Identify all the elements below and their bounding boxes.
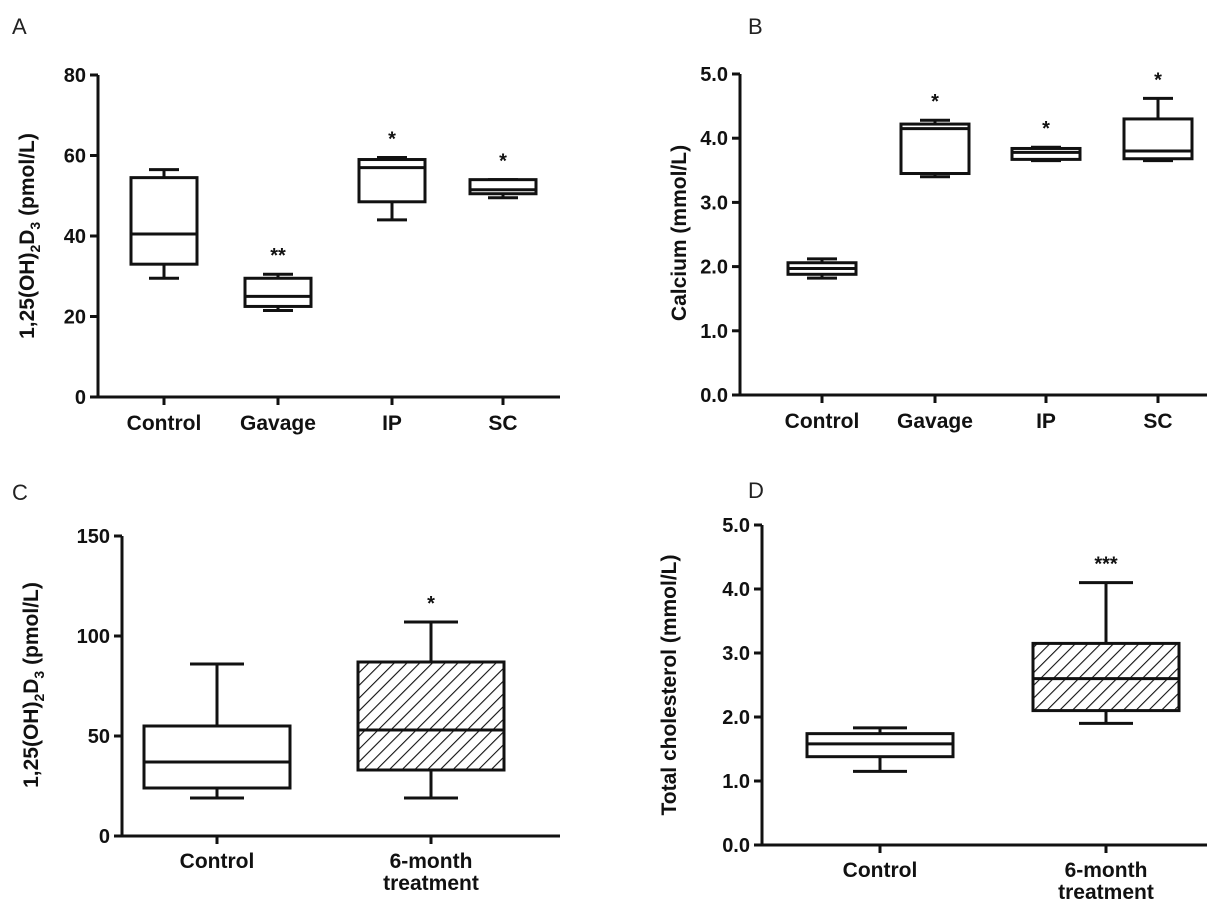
box-sc: *: [468, 151, 538, 200]
x-tick-label: IP: [382, 412, 402, 435]
panel-letter: A: [12, 14, 27, 39]
x-tick-label: Control: [843, 859, 918, 882]
significance-marker: *: [388, 129, 396, 151]
y-tick-label: 0.0: [700, 385, 728, 407]
x-tick-label: SC: [488, 412, 517, 435]
y-tick-label: 5.0: [722, 515, 750, 537]
y-axis-label: Calcium (mmol/L): [668, 145, 691, 321]
y-tick-label: 2.0: [722, 707, 750, 729]
panel-letter: B: [748, 14, 763, 39]
significance-marker: *: [1154, 69, 1162, 91]
y-tick-label: 150: [77, 526, 110, 548]
significance-marker: *: [931, 91, 939, 113]
box-ip: *: [1010, 118, 1082, 163]
x-tick-label: IP: [1036, 410, 1056, 433]
x-tick-label: 6-month treatment: [383, 850, 479, 895]
y-tick-label: 1.0: [700, 321, 728, 343]
y-tick-label: 50: [88, 726, 110, 748]
box-iqr: [1122, 117, 1194, 161]
box-iqr: [142, 724, 292, 790]
y-tick-label: 0: [75, 387, 86, 409]
panel-letter: C: [12, 480, 28, 505]
box-ip: *: [357, 129, 427, 222]
x-tick-label: Gavage: [897, 410, 973, 433]
y-tick-label: 4.0: [722, 579, 750, 601]
x-tick-label: Control: [785, 410, 860, 433]
y-tick-label: 5.0: [700, 64, 728, 86]
y-tick-label: 20: [64, 307, 86, 329]
box-control: [129, 168, 199, 280]
box-control: [786, 257, 858, 280]
chart-panel-c: C 0 50 100 150 Control 6-month treatment 1,25(OH…: [12, 480, 560, 895]
y-axis-label: 1,25(OH)2D3 (pmol/L): [16, 133, 43, 339]
y-tick-label: 60: [64, 146, 86, 168]
box-sc: *: [1122, 69, 1194, 163]
significance-marker: *: [499, 151, 507, 173]
box-iqr: [129, 176, 199, 266]
x-tick-label: Gavage: [240, 412, 316, 435]
y-tick-label: 0: [99, 826, 110, 848]
y-tick-label: 3.0: [722, 643, 750, 665]
box-iqr: [243, 276, 313, 308]
chart-panel-a: A 0 20 40 60 80 Control Gavage IP SC 1,25(OH)2D3 (…: [12, 14, 560, 435]
box-iqr: [1031, 641, 1181, 713]
box-6-month-treatment: ***: [1031, 554, 1181, 725]
significance-marker: *: [427, 593, 435, 615]
x-tick-label: Control: [180, 850, 255, 873]
y-tick-label: 100: [77, 626, 110, 648]
panel-letter: D: [748, 478, 764, 503]
y-tick-label: 1.0: [722, 771, 750, 793]
y-tick-label: 2.0: [700, 257, 728, 279]
box-iqr: [899, 122, 971, 176]
x-tick-label: Control: [127, 412, 202, 435]
box-iqr: [1010, 146, 1082, 161]
box-control: [805, 726, 955, 773]
chart-panel-b: B 0.0 1.0 2.0 3.0 4.0 5.0 Control Gavage IP SC Calc…: [668, 14, 1207, 433]
y-axis-label: 1,25(OH)2D3 (pmol/L): [20, 582, 47, 788]
box-control: [142, 662, 292, 800]
box-6-month-treatment: *: [356, 593, 506, 800]
box-iqr: [357, 158, 427, 204]
y-tick-label: 4.0: [700, 128, 728, 150]
y-tick-label: 40: [64, 226, 86, 248]
y-tick-label: 0.0: [722, 835, 750, 857]
y-tick-label: 80: [64, 65, 86, 87]
box-gavage: *: [899, 91, 971, 179]
significance-marker: *: [1042, 118, 1050, 140]
box-gavage: **: [243, 245, 313, 312]
x-tick-label: 6-month treatment: [1058, 859, 1154, 904]
box-iqr: [356, 660, 506, 772]
x-tick-label: SC: [1143, 410, 1172, 433]
chart-panel-d: D 0.0 1.0 2.0 3.0 4.0 5.0 Control 6-month treatme…: [658, 478, 1207, 904]
box-iqr: [468, 178, 538, 196]
significance-marker: **: [270, 245, 286, 267]
significance-marker: ***: [1094, 554, 1118, 576]
y-tick-label: 3.0: [700, 192, 728, 214]
y-axis-label: Total cholesterol (mmol/L): [658, 555, 681, 816]
